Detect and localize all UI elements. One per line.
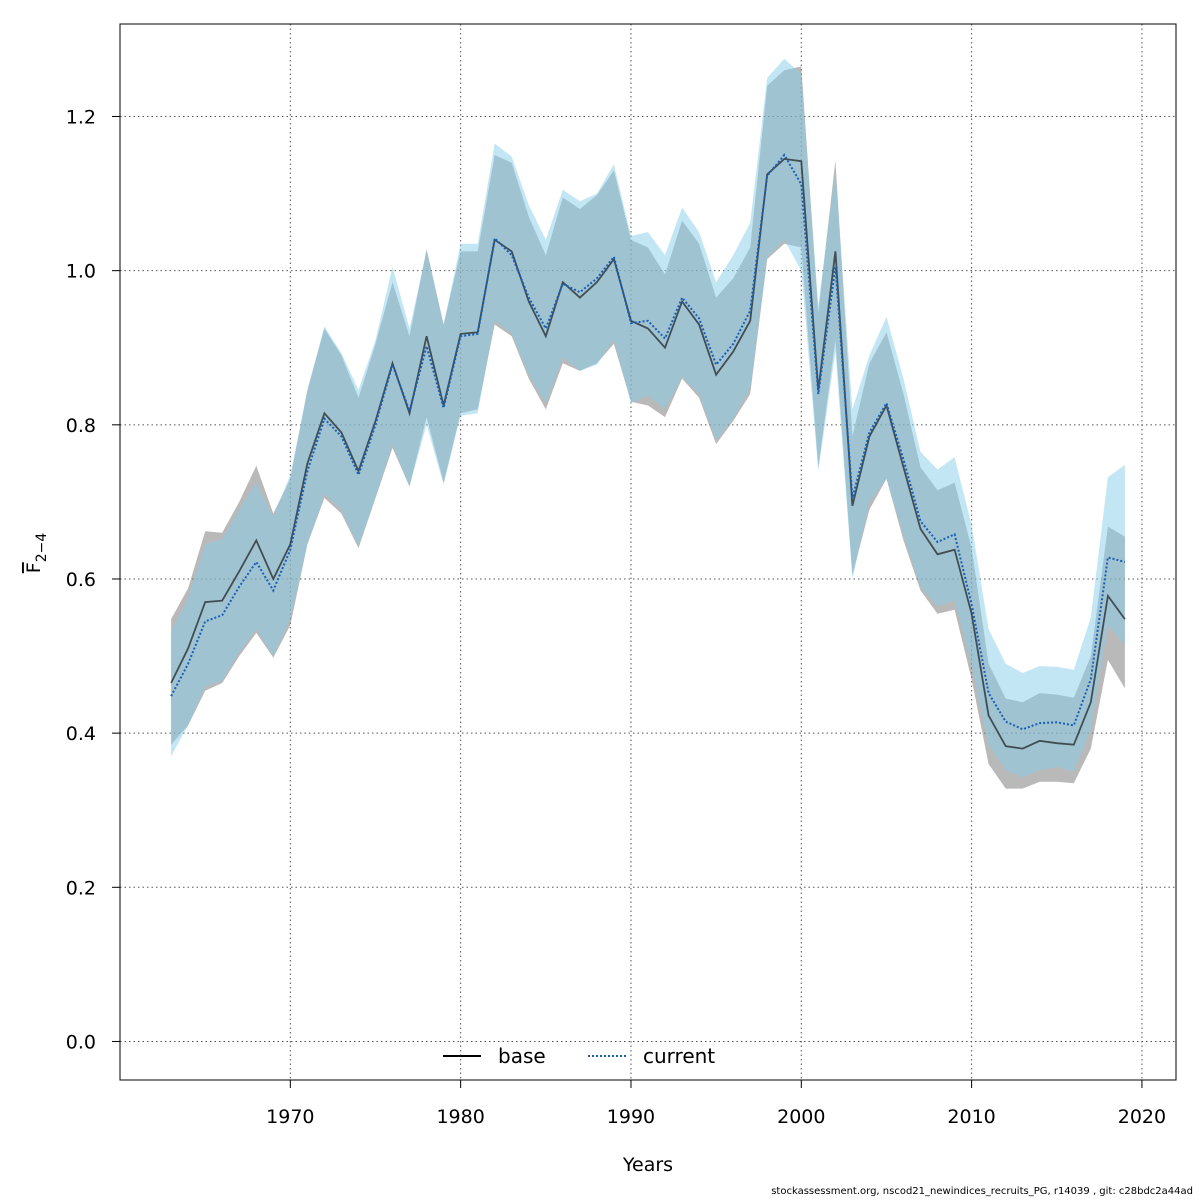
y-tick-label: 1.0 [66,261,96,283]
x-axis-title: Years [622,1154,673,1176]
y-axis-title-sub: 2−4 [34,533,50,563]
x-tick-label: 2010 [947,1106,995,1128]
y-tick-label: 0.0 [66,1031,96,1053]
x-tick-label: 1990 [607,1106,655,1128]
legend-label-base: base [498,1044,546,1068]
y-axis-title-main: F [23,562,45,573]
series-lines [170,153,1126,750]
y-tick-label: 0.2 [66,877,96,899]
legend-label-current: current [643,1044,715,1068]
y-tick-label: 0.6 [66,569,96,591]
line-current [170,153,1126,731]
x-tick-label: 1970 [266,1106,314,1128]
y-axis-title: F2−4 [23,533,50,574]
y-tick-label: 0.4 [66,723,96,745]
x-tick-label: 1980 [436,1106,484,1128]
x-tick-label: 2000 [777,1106,825,1128]
y-tick-label: 1.2 [66,106,96,128]
band-current [171,58,1125,778]
x-axis: 1970 1980 1990 2000 2010 2020 [266,1079,1166,1128]
svg-text:F2−4: F2−4 [23,533,50,574]
y-tick-label: 0.8 [66,415,96,437]
line-base [170,157,1126,750]
legend: base current [443,1044,715,1068]
footer-credit: stockassessment.org, nscod21_newindices_… [771,1186,1193,1197]
confidence-bands [171,58,1125,789]
x-tick-label: 2020 [1118,1106,1166,1128]
y-axis: 0.0 0.2 0.4 0.6 0.8 1.0 1.2 [66,106,120,1053]
